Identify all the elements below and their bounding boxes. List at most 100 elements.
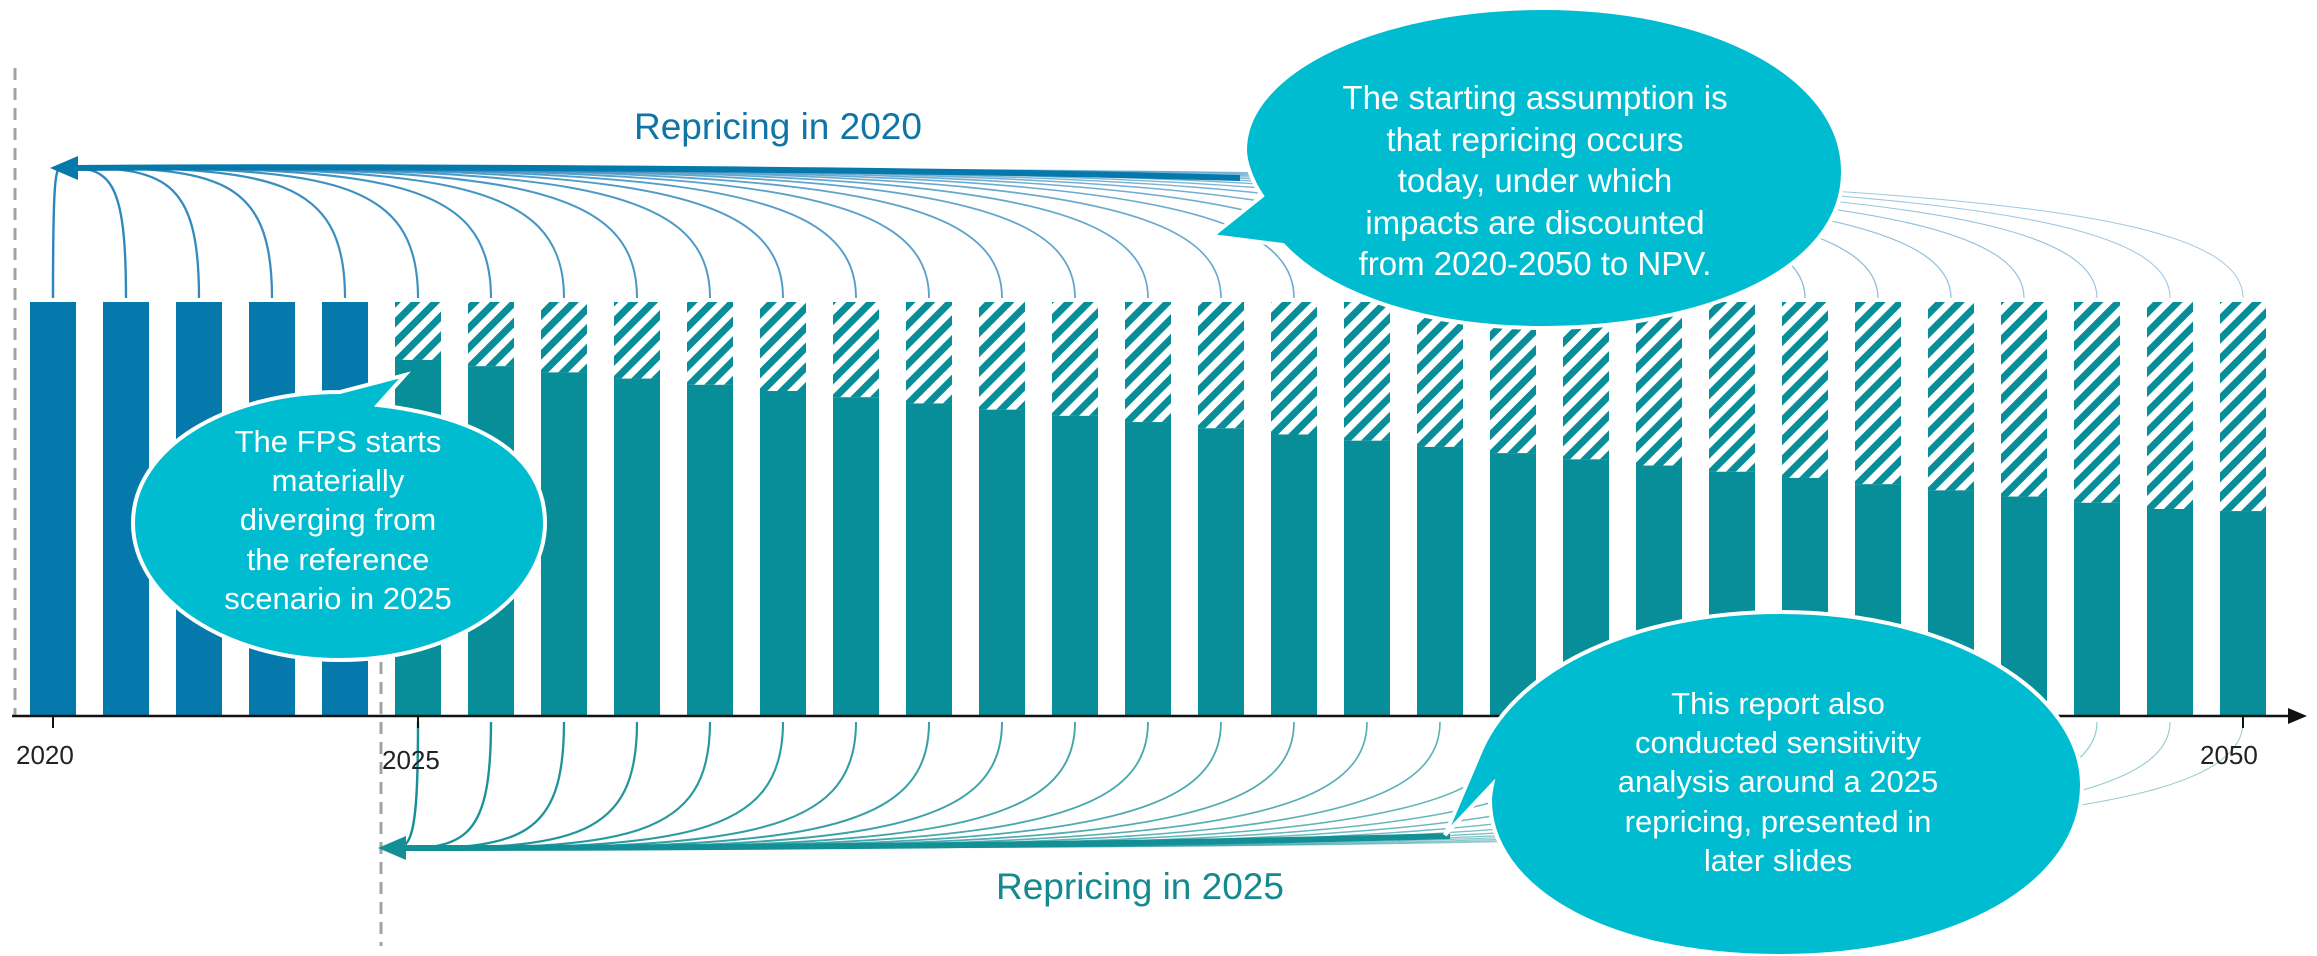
- callout-left-line: the reference: [246, 541, 430, 577]
- bar-2029: [687, 384, 733, 716]
- bar-2031: [833, 397, 879, 716]
- arc-2025-2031: [391, 721, 858, 850]
- bar-gap-hatch-2032: [906, 302, 952, 404]
- bar-gap-hatch-2027: [541, 302, 587, 373]
- arc-2025-2038: [391, 721, 1368, 850]
- bar-gap-hatch-2045: [1855, 302, 1901, 485]
- arc-2020-2038: [61, 167, 1368, 299]
- bar-gap-hatch-2029: [687, 302, 733, 385]
- arc-2025-2030: [391, 721, 785, 850]
- arc-2020-2023: [61, 166, 274, 299]
- arrow-2020-head: [50, 156, 78, 180]
- bar-gap-hatch-2044: [1782, 302, 1828, 478]
- callout-top-line: The starting assumption is: [1342, 79, 1728, 117]
- tick-label-2050: 2050: [2200, 740, 2258, 770]
- arc-2020-2028: [61, 166, 639, 299]
- arc-2025-2029: [391, 721, 712, 850]
- bar-gap-hatch-2028: [614, 302, 660, 379]
- bar-2032: [906, 403, 952, 716]
- arc-2020-2036: [61, 166, 1222, 299]
- bar-gap-hatch-2039: [1417, 302, 1463, 447]
- bar-gap-hatch-2038: [1344, 302, 1390, 441]
- bar-2028: [614, 378, 660, 716]
- bar-gap-hatch-2036: [1198, 302, 1244, 429]
- bar-2039: [1417, 446, 1463, 716]
- callout-left-line: materially: [271, 463, 405, 499]
- arc-2025-2026: [391, 721, 493, 850]
- arcs-repricing-2020: [51, 166, 2244, 299]
- callout-left-line: The FPS starts: [234, 424, 442, 460]
- arc-2025-2025: [391, 721, 420, 850]
- callout-bottom: This report also conducted sensitivity a…: [1488, 632, 2068, 932]
- callout-top-line: from 2020-2050 to NPV.: [1358, 245, 1712, 283]
- bar-gap-hatch-2037: [1271, 302, 1317, 435]
- bar-gap-hatch-2043: [1709, 302, 1755, 472]
- arc-2025-2034: [391, 721, 1076, 850]
- bar-2050: [2220, 511, 2266, 716]
- repricing-arrows: [50, 156, 1451, 860]
- arc-2025-2039: [391, 721, 1441, 849]
- bar-gap-hatch-2048: [2074, 302, 2120, 503]
- callout-left-shape: [130, 371, 548, 663]
- callout-left-line: scenario in 2025: [224, 580, 452, 616]
- callout-top: The starting assumption is that repricin…: [1255, 36, 1815, 326]
- callout-top-line: today, under which: [1397, 162, 1673, 200]
- repricing-2025-label: Repricing in 2025: [996, 866, 1284, 907]
- callout-top-line: that repricing occurs: [1386, 120, 1684, 158]
- callout-left: The FPS starts materially diverging from…: [138, 392, 538, 648]
- bar-2020: [30, 302, 76, 716]
- arc-2020-2025: [61, 166, 420, 299]
- bar-2040: [1490, 453, 1536, 716]
- bar-gap-hatch-2046: [1928, 302, 1974, 491]
- tick-label-2020: 2020: [16, 740, 74, 770]
- callout-left-line: diverging from: [239, 502, 437, 538]
- callout-bottom-shape: [1443, 609, 2085, 956]
- bar-gap-hatch-2035: [1125, 302, 1171, 423]
- bar-2035: [1125, 422, 1171, 716]
- callout-shapes: [130, 5, 2085, 956]
- callout-bottom-line: conducted sensitivity: [1634, 725, 1922, 761]
- arc-2020-2027: [61, 166, 566, 299]
- arrow-2020-shaft: [75, 164, 1241, 181]
- bar-gap-hatch-2050: [2220, 302, 2266, 512]
- arc-2020-2020: [51, 166, 63, 299]
- bar-2033: [979, 409, 1025, 716]
- arc-2020-2049: [61, 167, 2171, 299]
- arc-2020-2050: [61, 167, 2244, 299]
- arc-2020-2024: [61, 166, 347, 299]
- tick-label-2025: 2025: [382, 745, 440, 775]
- arc-2025-2040: [391, 721, 1514, 849]
- bar-gap-hatch-2049: [2147, 302, 2193, 509]
- callout-bottom-line: repricing, presented in: [1624, 803, 1932, 839]
- arrow-2025-shaft: [404, 833, 1451, 851]
- bar-gap-hatch-2025: [395, 302, 441, 360]
- bar-gap-hatch-2034: [1052, 302, 1098, 416]
- bar-2038: [1344, 440, 1390, 716]
- repricing-2020-label: Repricing in 2020: [634, 106, 922, 147]
- bar-2036: [1198, 428, 1244, 716]
- callout-bottom-line: analysis around a 2025: [1617, 764, 1939, 800]
- bar-2037: [1271, 434, 1317, 716]
- callout-bottom-line: This report also: [1671, 686, 1885, 722]
- bar-2049: [2147, 509, 2193, 716]
- arc-2025-2028: [391, 721, 639, 850]
- arc-2025-2041: [391, 721, 1587, 849]
- bar-gap-hatch-2042: [1636, 302, 1682, 466]
- callout-top-line: impacts are discounted: [1365, 203, 1705, 241]
- bar-gap-hatch-2031: [833, 302, 879, 398]
- arc-2020-2021: [61, 166, 128, 299]
- bar-gap-hatch-2047: [2001, 302, 2047, 497]
- axis-arrowhead: [2288, 708, 2307, 724]
- bar-2048: [2074, 502, 2120, 716]
- callout-bottom-line: later slides: [1703, 842, 1853, 878]
- bar-gap-hatch-2026: [468, 302, 514, 367]
- arc-2025-2032: [391, 721, 931, 850]
- bar-2030: [760, 391, 806, 716]
- arc-2020-2022: [61, 166, 201, 299]
- arrow-2025-head: [378, 836, 406, 860]
- bar-2027: [541, 372, 587, 716]
- bar-gap-hatch-2030: [760, 302, 806, 392]
- bar-gap-hatch-2033: [979, 302, 1025, 410]
- callout-top-shape: [1207, 5, 1846, 331]
